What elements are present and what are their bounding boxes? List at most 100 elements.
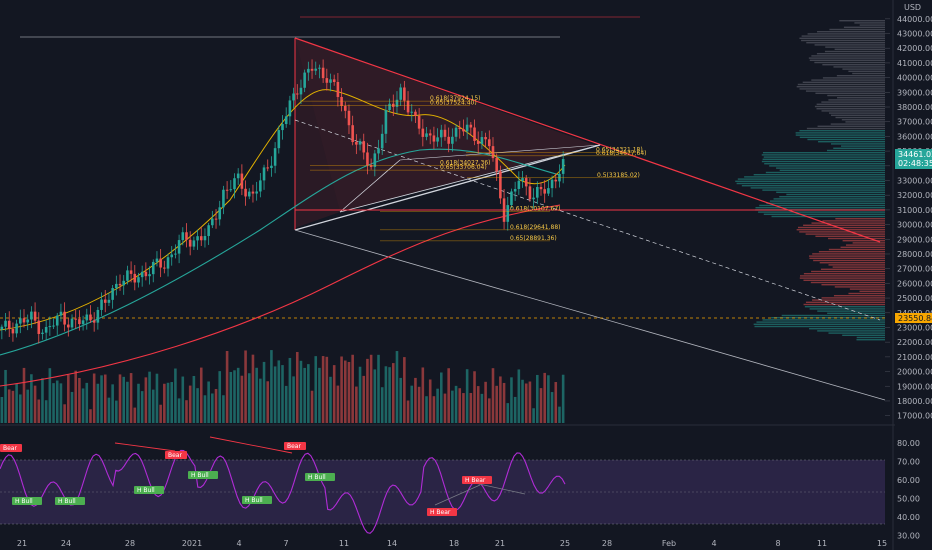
- volume-bar: [19, 394, 22, 423]
- profile-row: [845, 121, 885, 123]
- profile-row: [809, 59, 885, 61]
- candle-body: [270, 165, 273, 169]
- candle-body: [436, 137, 439, 142]
- candle-body: [417, 115, 421, 129]
- profile-row: [762, 189, 885, 191]
- time-tick: Feb: [662, 539, 676, 548]
- candle-body: [133, 273, 137, 283]
- candle-body: [284, 116, 288, 125]
- candle-body: [11, 328, 15, 334]
- candle-body: [155, 258, 159, 262]
- fib-level-label: 0.65(34321.18): [596, 147, 643, 154]
- price-tick: 30000.00: [897, 221, 932, 230]
- profile-row: [753, 323, 885, 325]
- volume-bar: [251, 354, 255, 423]
- volume-bar: [214, 389, 218, 423]
- volume-bar: [188, 385, 192, 423]
- volume-bar: [262, 361, 266, 423]
- candle-body: [199, 236, 203, 241]
- volume-bar: [166, 382, 170, 423]
- volume-bar: [244, 350, 247, 423]
- volume-bar: [30, 374, 33, 423]
- candle-body: [211, 218, 214, 226]
- profile-row: [811, 270, 885, 273]
- candle-body: [122, 280, 126, 286]
- candle-body: [343, 105, 347, 111]
- profile-row: [776, 191, 885, 193]
- profile-row: [822, 220, 885, 222]
- profile-row: [798, 226, 885, 229]
- candle-body: [222, 189, 225, 208]
- volume-bar: [417, 386, 421, 423]
- candle-body: [314, 68, 318, 71]
- profile-row: [781, 314, 885, 317]
- volume-bar: [115, 400, 118, 423]
- time-tick: 14: [387, 539, 397, 548]
- volume-bar: [277, 360, 281, 423]
- volume-bar: [314, 356, 318, 423]
- candle-body: [355, 142, 358, 145]
- candle-body: [524, 178, 528, 187]
- volume-bar: [443, 393, 447, 423]
- candle-body: [506, 205, 510, 222]
- volume-bar: [63, 404, 66, 423]
- volume-bar: [144, 377, 148, 423]
- volume-bar: [491, 368, 495, 423]
- volume-bar: [373, 369, 377, 423]
- profile-row: [812, 253, 885, 255]
- profile-row: [835, 218, 885, 220]
- profile-row: [810, 281, 885, 284]
- candle-body: [325, 78, 329, 83]
- candle-body: [561, 159, 565, 174]
- volume-bar: [240, 375, 244, 423]
- profile-row: [766, 202, 885, 204]
- candle-body: [454, 127, 458, 137]
- candle-body: [140, 271, 144, 278]
- volume-bar: [469, 392, 473, 423]
- candle-body: [414, 111, 417, 116]
- candle-body: [499, 171, 502, 199]
- profile-row: [802, 81, 885, 83]
- volume-bar: [554, 382, 558, 423]
- bull-signal: [305, 473, 335, 481]
- candle-body: [406, 100, 410, 113]
- volume-bar: [163, 383, 166, 423]
- rsi-tick: 60.00: [897, 476, 920, 485]
- profile-row: [830, 143, 885, 145]
- volume-bar: [70, 391, 74, 423]
- rsi-tick: 30.00: [897, 532, 920, 541]
- profile-row: [811, 79, 885, 81]
- profile-row: [824, 50, 885, 53]
- price-tick: 26000.00: [897, 279, 932, 288]
- volume-bar: [270, 350, 273, 423]
- rsi-signals: Bear H Bull H Bull Bear H Bull H Bull Bear H Bu…: [0, 442, 492, 516]
- profile-row: [816, 103, 885, 105]
- volume-bar: [48, 368, 52, 423]
- profile-row: [795, 132, 885, 134]
- candle-body: [292, 93, 295, 101]
- volume-bar: [299, 360, 303, 423]
- volume-bar: [524, 383, 528, 423]
- candle-body: [340, 96, 343, 106]
- volume-bar: [118, 374, 122, 423]
- candle-body: [259, 180, 262, 192]
- candle-body: [473, 127, 476, 141]
- profile-row: [803, 224, 885, 226]
- candle-body: [362, 141, 366, 153]
- candle-body: [144, 271, 148, 277]
- volume-bar: [44, 400, 48, 423]
- price-tick: 32000.00: [897, 191, 932, 200]
- volume-bar: [332, 365, 336, 423]
- volume-bar: [15, 383, 18, 423]
- profile-row: [762, 319, 885, 321]
- volume-bar: [384, 366, 388, 423]
- volume-bar: [358, 366, 362, 423]
- candle-body: [236, 173, 240, 179]
- candle-body: [321, 67, 325, 79]
- bear-signal: [165, 451, 187, 459]
- volume-bar: [140, 391, 144, 423]
- candle-body: [550, 179, 554, 189]
- profile-row: [763, 213, 885, 215]
